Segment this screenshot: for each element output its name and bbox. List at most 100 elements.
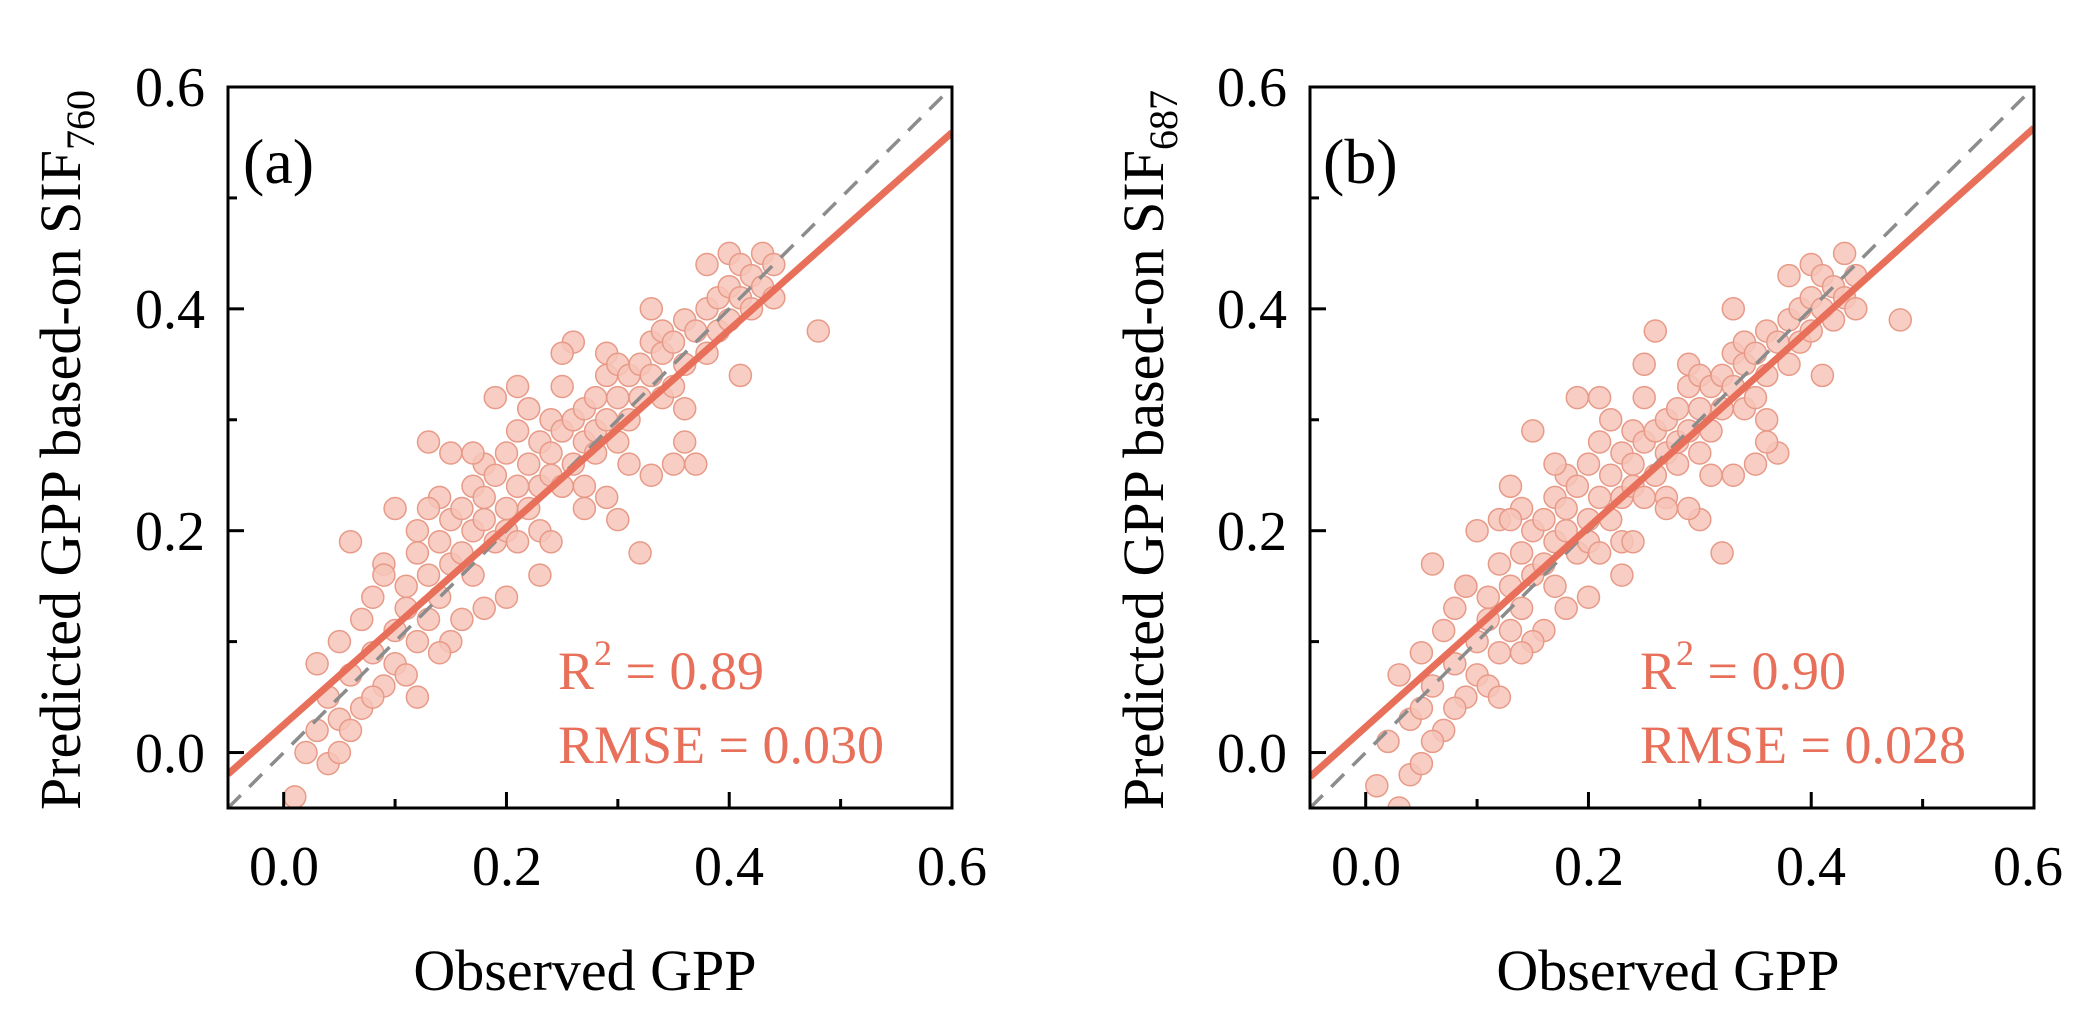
tick-label-x-a-0.4: 0.4 (694, 836, 764, 898)
scatter-point (1710, 541, 1734, 565)
r2-value-b: = 0.90 (1694, 641, 1846, 701)
scatter-point (1543, 574, 1567, 598)
scatter-point (1587, 541, 1612, 565)
scatter-point (416, 430, 441, 454)
scatter-point (1443, 596, 1467, 621)
tick-label-y-a-0.2: 0.2 (135, 501, 205, 563)
tick-label-y-a-0.6: 0.6 (135, 57, 205, 119)
x-axis-title-a: Observed GPP (413, 938, 756, 1003)
tick-label-y-a-0.0: 0.0 (135, 723, 205, 785)
scatter-point (483, 385, 508, 410)
scatter-point (1521, 419, 1545, 443)
tick-label-x-b-0.4: 0.4 (1776, 836, 1846, 898)
scatter-point (1676, 496, 1701, 521)
r2-superscript-b: 2 (1676, 633, 1694, 673)
scatter-point (572, 474, 597, 499)
scatter-point (661, 330, 686, 354)
scatter-point (572, 496, 597, 521)
scatter-point (394, 663, 418, 687)
scatter-point (1832, 241, 1857, 266)
y-axis-title-b-subscript: 687 (1141, 90, 1186, 150)
scatter-point (1387, 663, 1411, 687)
panel-label-a: (a) (243, 126, 314, 197)
rmse-stat-b: RMSE = 0.028 (1640, 715, 1966, 775)
scatter-point (1587, 385, 1612, 410)
scatter-point (1754, 408, 1779, 432)
r2-stat-a: R2 = 0.89 (558, 633, 764, 701)
scatter-point (1409, 751, 1434, 776)
scatter-point (594, 485, 619, 510)
scatter-point (1688, 441, 1712, 465)
scatter-point (494, 441, 519, 465)
scatter-point (1420, 552, 1445, 576)
scatter-point (338, 718, 363, 743)
scatter-point (628, 541, 652, 565)
scatter-point (1587, 430, 1612, 454)
y-axis-title-b: Predicted GPP based-on SIF687 (1111, 90, 1186, 810)
r2-superscript-a: 2 (594, 633, 612, 673)
scatter-point (1476, 585, 1500, 609)
scatter-point (361, 685, 385, 709)
tick-label-x-b-0.6: 0.6 (1993, 836, 2063, 898)
scatter-point (461, 441, 485, 465)
scatter-point (1554, 496, 1578, 521)
tick-label-y-b-0.6: 0.6 (1217, 57, 1287, 119)
scatter-point (405, 518, 430, 543)
scatter-point (516, 452, 541, 476)
scatter-point (338, 530, 363, 554)
scatter-point (505, 374, 530, 399)
scatter-point (1365, 774, 1389, 798)
plot-frame-b (1308, 85, 2036, 810)
tick-label-y-b-0.2: 0.2 (1217, 501, 1287, 563)
scatter-point (450, 496, 474, 521)
scatter-point (550, 374, 574, 399)
scatter-point (672, 396, 697, 421)
scatter-point (1587, 485, 1612, 510)
scatter-point (1598, 408, 1623, 432)
fit-line-b (1310, 125, 2034, 780)
scatter-point (695, 252, 719, 277)
tick-label-x-a-0.2: 0.2 (472, 836, 542, 898)
scatter-point (405, 541, 430, 565)
scatter-point (505, 419, 530, 443)
scatter-point (1565, 474, 1590, 499)
scatter-point (383, 496, 407, 521)
scatter-point (1454, 574, 1478, 598)
scatter-point (728, 363, 753, 388)
scatter-point (472, 485, 496, 510)
scatter-point (327, 629, 352, 654)
scatter-point (450, 607, 474, 632)
scatter-point (672, 430, 697, 454)
scatter-point (1498, 507, 1523, 532)
scatter-point (327, 740, 352, 765)
scatter-point (606, 507, 630, 532)
axis-ticks-b (1310, 85, 2036, 808)
scatter-point (528, 563, 552, 587)
scatter-point (405, 629, 430, 654)
scatter-point (1532, 507, 1556, 532)
scatter-point (305, 652, 329, 676)
scatter-point (661, 452, 686, 476)
scatter-point (1443, 696, 1467, 720)
scatter-point (1487, 685, 1512, 709)
scatter-point (639, 363, 664, 388)
scatter-point (1844, 297, 1868, 321)
scatter-point (1465, 518, 1489, 543)
scatter-point (1743, 341, 1768, 365)
scatter-point (294, 740, 318, 765)
scatter-point (1576, 585, 1601, 609)
scatter-point (1777, 352, 1801, 377)
scatter-point (617, 452, 641, 476)
scatter-point (1721, 463, 1746, 487)
scatter-point (1621, 530, 1645, 554)
r2-label-b: R (1640, 641, 1676, 701)
tick-label-y-b-0.0: 0.0 (1217, 723, 1287, 785)
panel-label-b: (b) (1323, 126, 1398, 197)
scatter-point (1509, 596, 1534, 621)
panel-b: 0.6 0.4 0.2 0.0 0.0 0.2 0.4 0.6 Observed… (1111, 57, 2063, 1003)
scatter-point (494, 585, 519, 609)
tick-label-x-a-0.0: 0.0 (249, 836, 319, 898)
scatter-point (472, 596, 496, 621)
scatter-point (1777, 263, 1801, 288)
